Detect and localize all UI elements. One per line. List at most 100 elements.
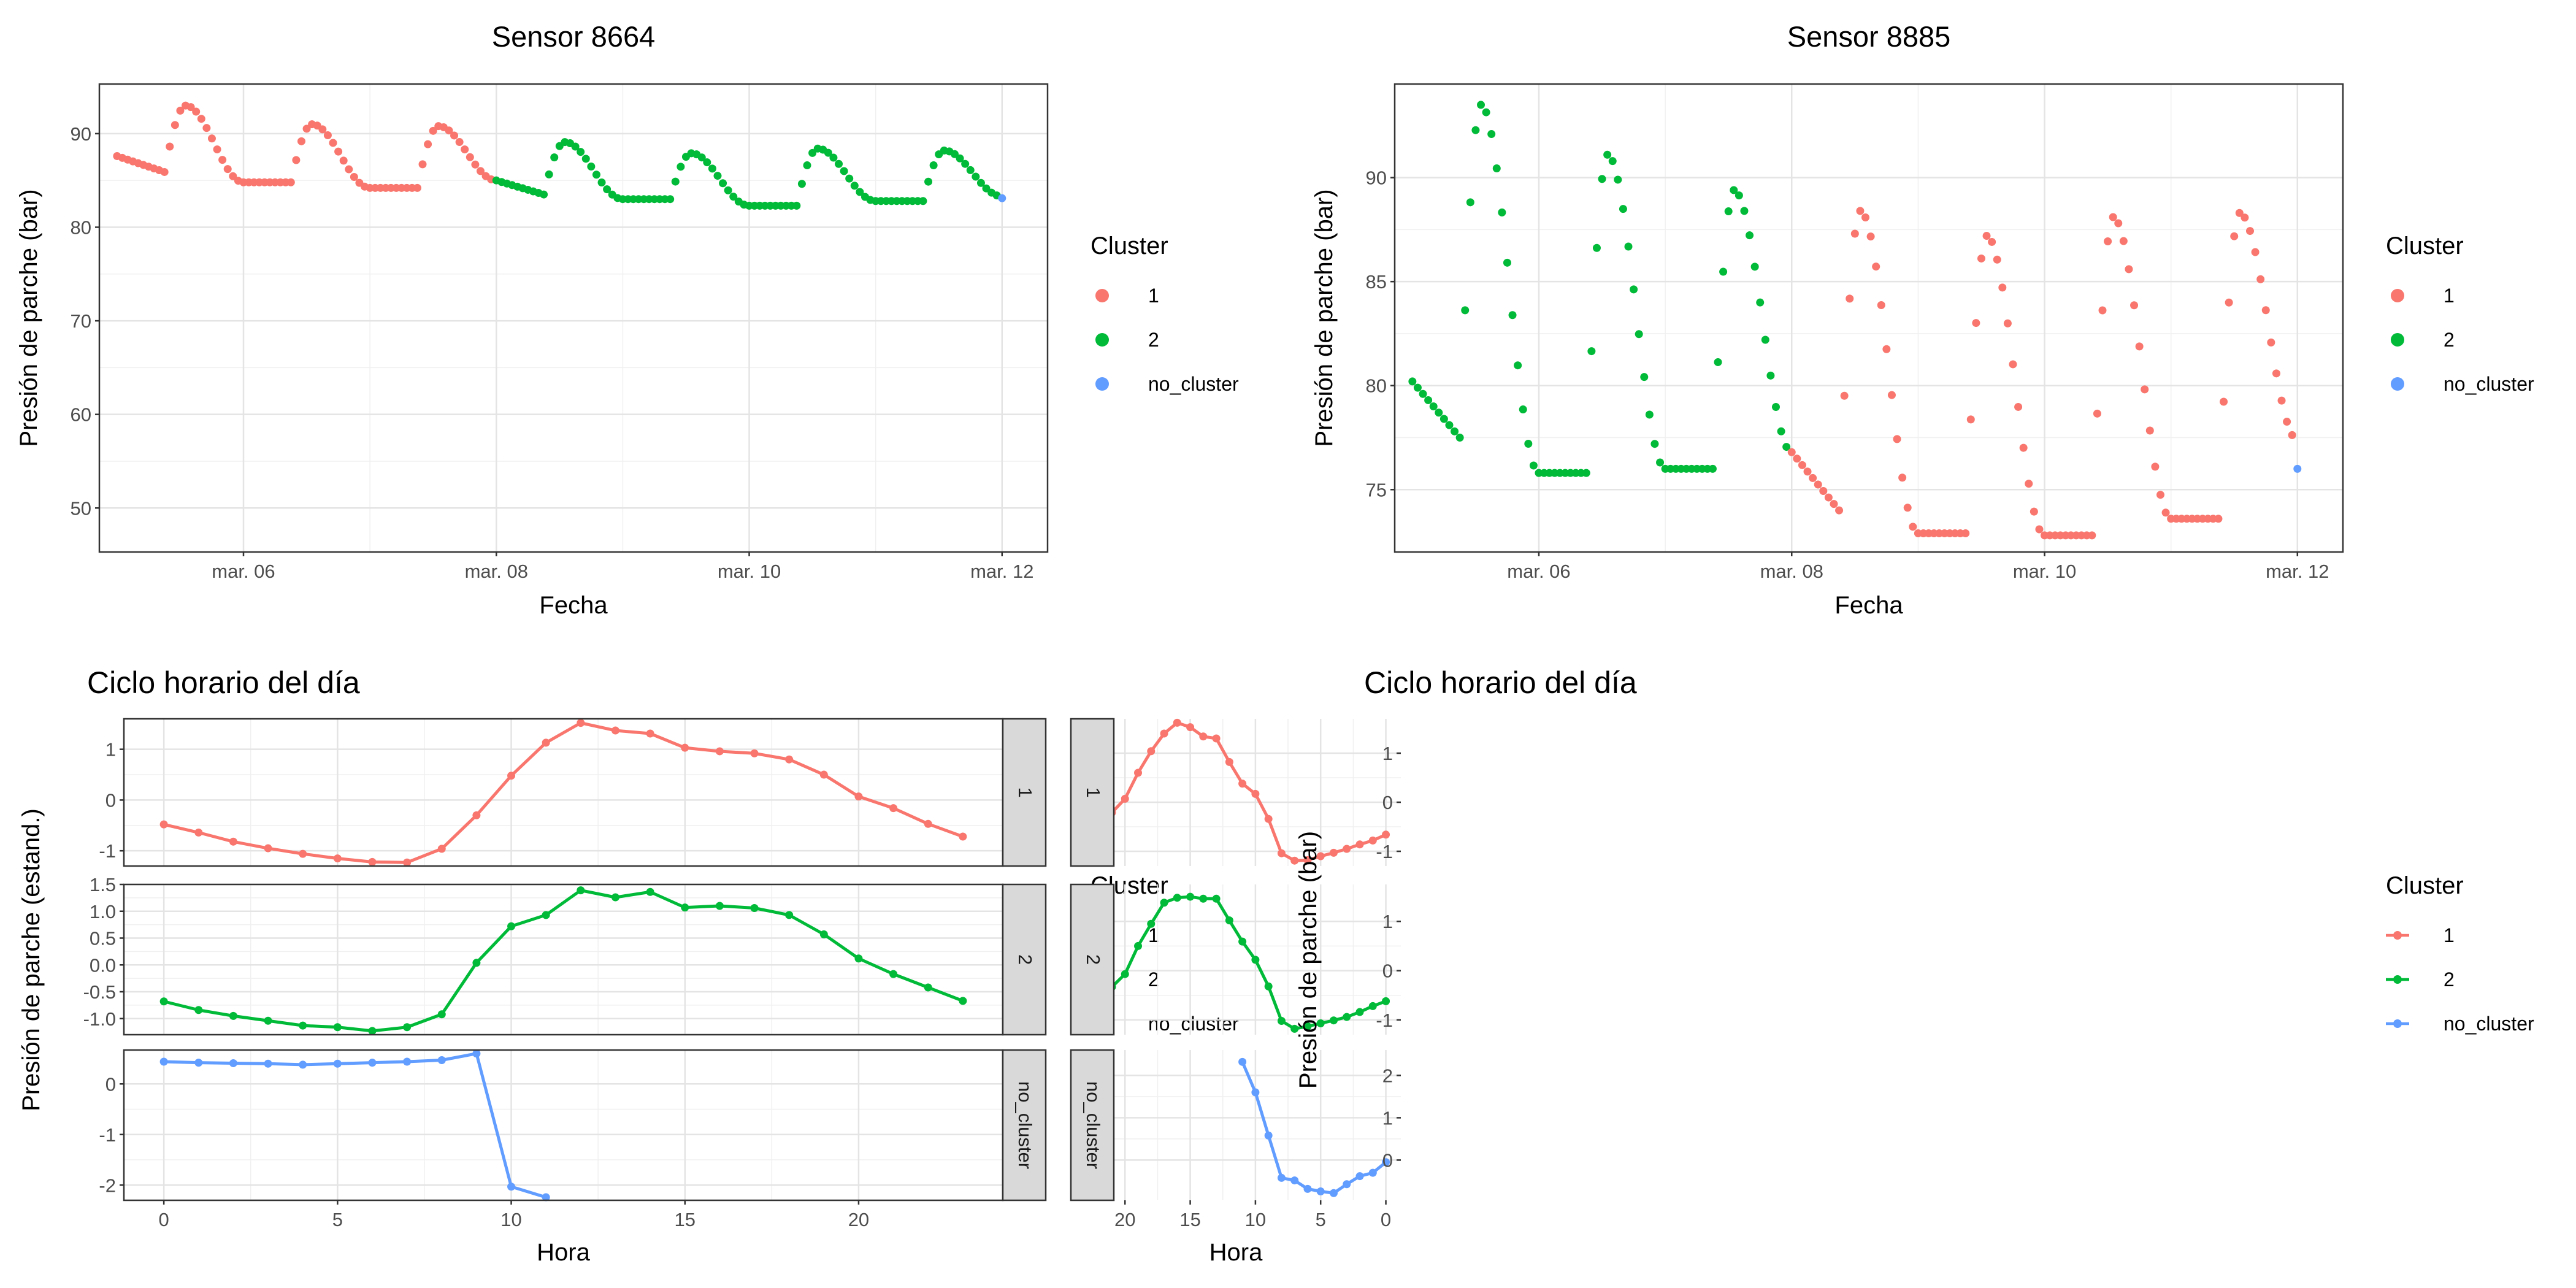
data-point-cluster-1 bbox=[1225, 757, 1233, 766]
data-point-cluster-1 bbox=[166, 142, 174, 151]
y-tick-label: 0 bbox=[1382, 792, 1393, 813]
data-point-cluster-2 bbox=[1482, 108, 1490, 117]
data-point-cluster-2 bbox=[1134, 941, 1143, 950]
data-point-cluster-2 bbox=[1730, 186, 1738, 194]
data-point-cluster-1 bbox=[924, 819, 932, 828]
data-point-cluster-2 bbox=[750, 904, 759, 912]
data-point-cluster-2 bbox=[1121, 970, 1129, 978]
data-point-cluster-1 bbox=[1856, 207, 1865, 215]
data-point-cluster-1 bbox=[186, 103, 195, 112]
data-point-cluster-2 bbox=[1735, 191, 1743, 200]
data-point-cluster-2 bbox=[1503, 258, 1511, 267]
facet-strip-label: 1 bbox=[1014, 787, 1036, 797]
data-point-cluster-1 bbox=[1355, 840, 1364, 849]
data-point-cluster-2 bbox=[646, 887, 654, 896]
data-point-cluster-2 bbox=[1487, 130, 1496, 139]
data-point-cluster-1 bbox=[1835, 506, 1844, 515]
data-point-cluster-2 bbox=[1439, 415, 1448, 423]
y-tick-label: 80 bbox=[1366, 375, 1387, 397]
data-point-cluster-2 bbox=[1719, 267, 1728, 276]
data-point-cluster-2 bbox=[194, 1006, 203, 1014]
y-tick-label: 60 bbox=[71, 404, 91, 426]
panel-background bbox=[99, 84, 1048, 552]
chart-title: Sensor 8885 bbox=[1787, 20, 1951, 53]
data-point-cluster-2 bbox=[592, 171, 600, 179]
data-point-cluster-no_cluster bbox=[1251, 1088, 1260, 1097]
data-point-cluster-1 bbox=[1787, 448, 1796, 456]
legend-label: 2 bbox=[1148, 329, 1159, 351]
data-point-cluster-1 bbox=[1316, 852, 1325, 861]
y-axis-label: Presión de parche (bar) bbox=[15, 189, 42, 447]
x-tick-label: mar. 10 bbox=[2013, 561, 2076, 582]
panel-border bbox=[98, 83, 1049, 553]
legend-label: no_cluster bbox=[1148, 373, 1239, 395]
data-point-cluster-1 bbox=[1147, 747, 1156, 756]
data-point-cluster-1 bbox=[1819, 487, 1828, 496]
x-tick-label: 0 bbox=[159, 1209, 169, 1230]
data-point-cluster-2 bbox=[1251, 956, 1260, 964]
x-tick-label: 20 bbox=[1114, 1209, 1135, 1230]
data-point-cluster-2 bbox=[1186, 892, 1195, 901]
data-point-cluster-1 bbox=[2220, 397, 2228, 406]
y-tick-label: 1 bbox=[1382, 1107, 1393, 1129]
data-point-cluster-1 bbox=[2135, 342, 2144, 351]
data-point-cluster-no_cluster bbox=[403, 1057, 412, 1066]
data-point-cluster-2 bbox=[299, 1021, 307, 1030]
data-point-cluster-no_cluster bbox=[333, 1059, 342, 1068]
data-point-cluster-2 bbox=[703, 158, 711, 167]
x-tick-label: mar. 06 bbox=[1507, 561, 1570, 582]
data-point-cluster-2 bbox=[1477, 101, 1485, 109]
legend-key-point bbox=[1095, 333, 1109, 347]
panel-background bbox=[124, 884, 1003, 1035]
data-point-cluster-1 bbox=[207, 134, 216, 143]
y-tick-label: 1.0 bbox=[90, 901, 116, 922]
data-point-cluster-1 bbox=[299, 849, 307, 858]
series-line-cluster-2 bbox=[163, 889, 964, 1033]
y-tick-label: -0.5 bbox=[83, 981, 116, 1003]
legend-label: 1 bbox=[1148, 924, 1159, 946]
data-point-cluster-1 bbox=[194, 828, 203, 837]
data-point-cluster-2 bbox=[1413, 383, 1422, 392]
data-point-cluster-1 bbox=[646, 729, 654, 738]
data-point-cluster-1 bbox=[2114, 219, 2123, 228]
y-axis-label: Presión de parche (bar) bbox=[1311, 189, 1338, 447]
data-point-cluster-1 bbox=[1121, 794, 1129, 803]
data-point-cluster-1 bbox=[159, 820, 168, 829]
data-point-cluster-1 bbox=[2025, 480, 2033, 488]
x-axis-label: Hora bbox=[1209, 1239, 1263, 1266]
series-line-cluster-2 bbox=[1085, 895, 1387, 1030]
data-point-cluster-2 bbox=[803, 161, 811, 170]
y-tick-label: 2 bbox=[1382, 1065, 1393, 1086]
data-point-cluster-2 bbox=[856, 188, 864, 196]
data-point-cluster-1 bbox=[403, 858, 412, 867]
data-point-cluster-no_cluster bbox=[437, 1056, 446, 1064]
data-point-cluster-2 bbox=[956, 154, 964, 163]
facet-strip bbox=[1002, 883, 1047, 1036]
data-point-cluster-2 bbox=[724, 186, 732, 194]
y-tick-label: 1 bbox=[1382, 743, 1393, 764]
x-tick-label: 15 bbox=[674, 1209, 695, 1230]
facet-strip bbox=[1070, 1049, 1115, 1202]
data-point-cluster-1 bbox=[223, 165, 232, 174]
data-point-cluster-2 bbox=[972, 172, 980, 181]
data-point-cluster-1 bbox=[1893, 435, 1901, 443]
data-point-cluster-2 bbox=[1508, 311, 1517, 320]
x-tick-label: 5 bbox=[332, 1209, 343, 1230]
data-point-cluster-1 bbox=[750, 749, 759, 757]
data-point-cluster-2 bbox=[1343, 1013, 1351, 1021]
data-point-cluster-1 bbox=[1903, 504, 1912, 512]
x-tick-label: mar. 08 bbox=[465, 561, 528, 582]
series-line-cluster-1 bbox=[1085, 721, 1387, 862]
facet-strip bbox=[1002, 718, 1047, 867]
data-point-cluster-2 bbox=[403, 1023, 412, 1032]
y-tick-label: -1 bbox=[1376, 1010, 1393, 1031]
data-point-cluster-2 bbox=[550, 153, 559, 162]
data-point-cluster-1 bbox=[229, 837, 237, 846]
data-point-cluster-2 bbox=[1382, 997, 1390, 1005]
data-point-cluster-no_cluster bbox=[1290, 1176, 1299, 1185]
y-tick-label: 0.0 bbox=[90, 954, 116, 976]
legend-label: 2 bbox=[1148, 968, 1159, 991]
data-point-cluster-1 bbox=[2214, 515, 2223, 523]
data-point-cluster-2 bbox=[835, 159, 843, 168]
data-point-cluster-no_cluster bbox=[507, 1183, 516, 1191]
